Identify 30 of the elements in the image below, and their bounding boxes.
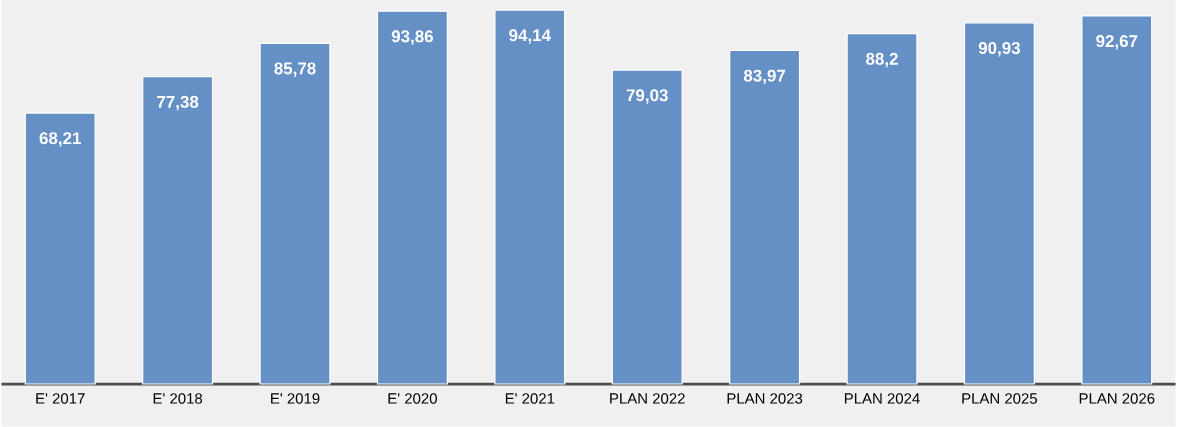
bar (611, 69, 683, 385)
x-tick-label: E' 2018 (153, 393, 203, 404)
bar (24, 112, 96, 385)
bar (259, 42, 331, 385)
x-tick-label: PLAN 2023 (727, 393, 803, 404)
data-label: 93,86 (391, 30, 434, 45)
x-tick-label: PLAN 2022 (610, 393, 685, 404)
bar (376, 10, 448, 385)
bar (729, 49, 801, 385)
data-label: 77,38 (157, 95, 199, 111)
bar (142, 76, 214, 385)
x-tick-label: PLAN 2025 (962, 393, 1038, 404)
bar (494, 9, 566, 385)
x-tick-label: E' 2019 (271, 393, 320, 404)
x-tick-label: E' 2020 (388, 393, 437, 404)
data-label: 94,14 (509, 29, 551, 44)
data-label: 68,21 (39, 132, 81, 147)
x-tick-label: E' 2017 (36, 393, 85, 404)
x-tick-label: PLAN 2024 (844, 393, 920, 404)
data-label: 79,03 (626, 89, 668, 104)
data-label: 83,97 (743, 69, 786, 85)
bar (1081, 15, 1153, 385)
data-label: 90,93 (978, 42, 1021, 57)
data-label: 85,78 (274, 62, 316, 77)
bar (963, 22, 1035, 385)
x-tick-label: E' 2021 (505, 393, 555, 404)
x-tick-label: PLAN 2026 (1079, 393, 1155, 404)
bar (846, 33, 918, 385)
data-label: 88,2 (866, 52, 898, 68)
data-label: 92,67 (1096, 35, 1138, 50)
